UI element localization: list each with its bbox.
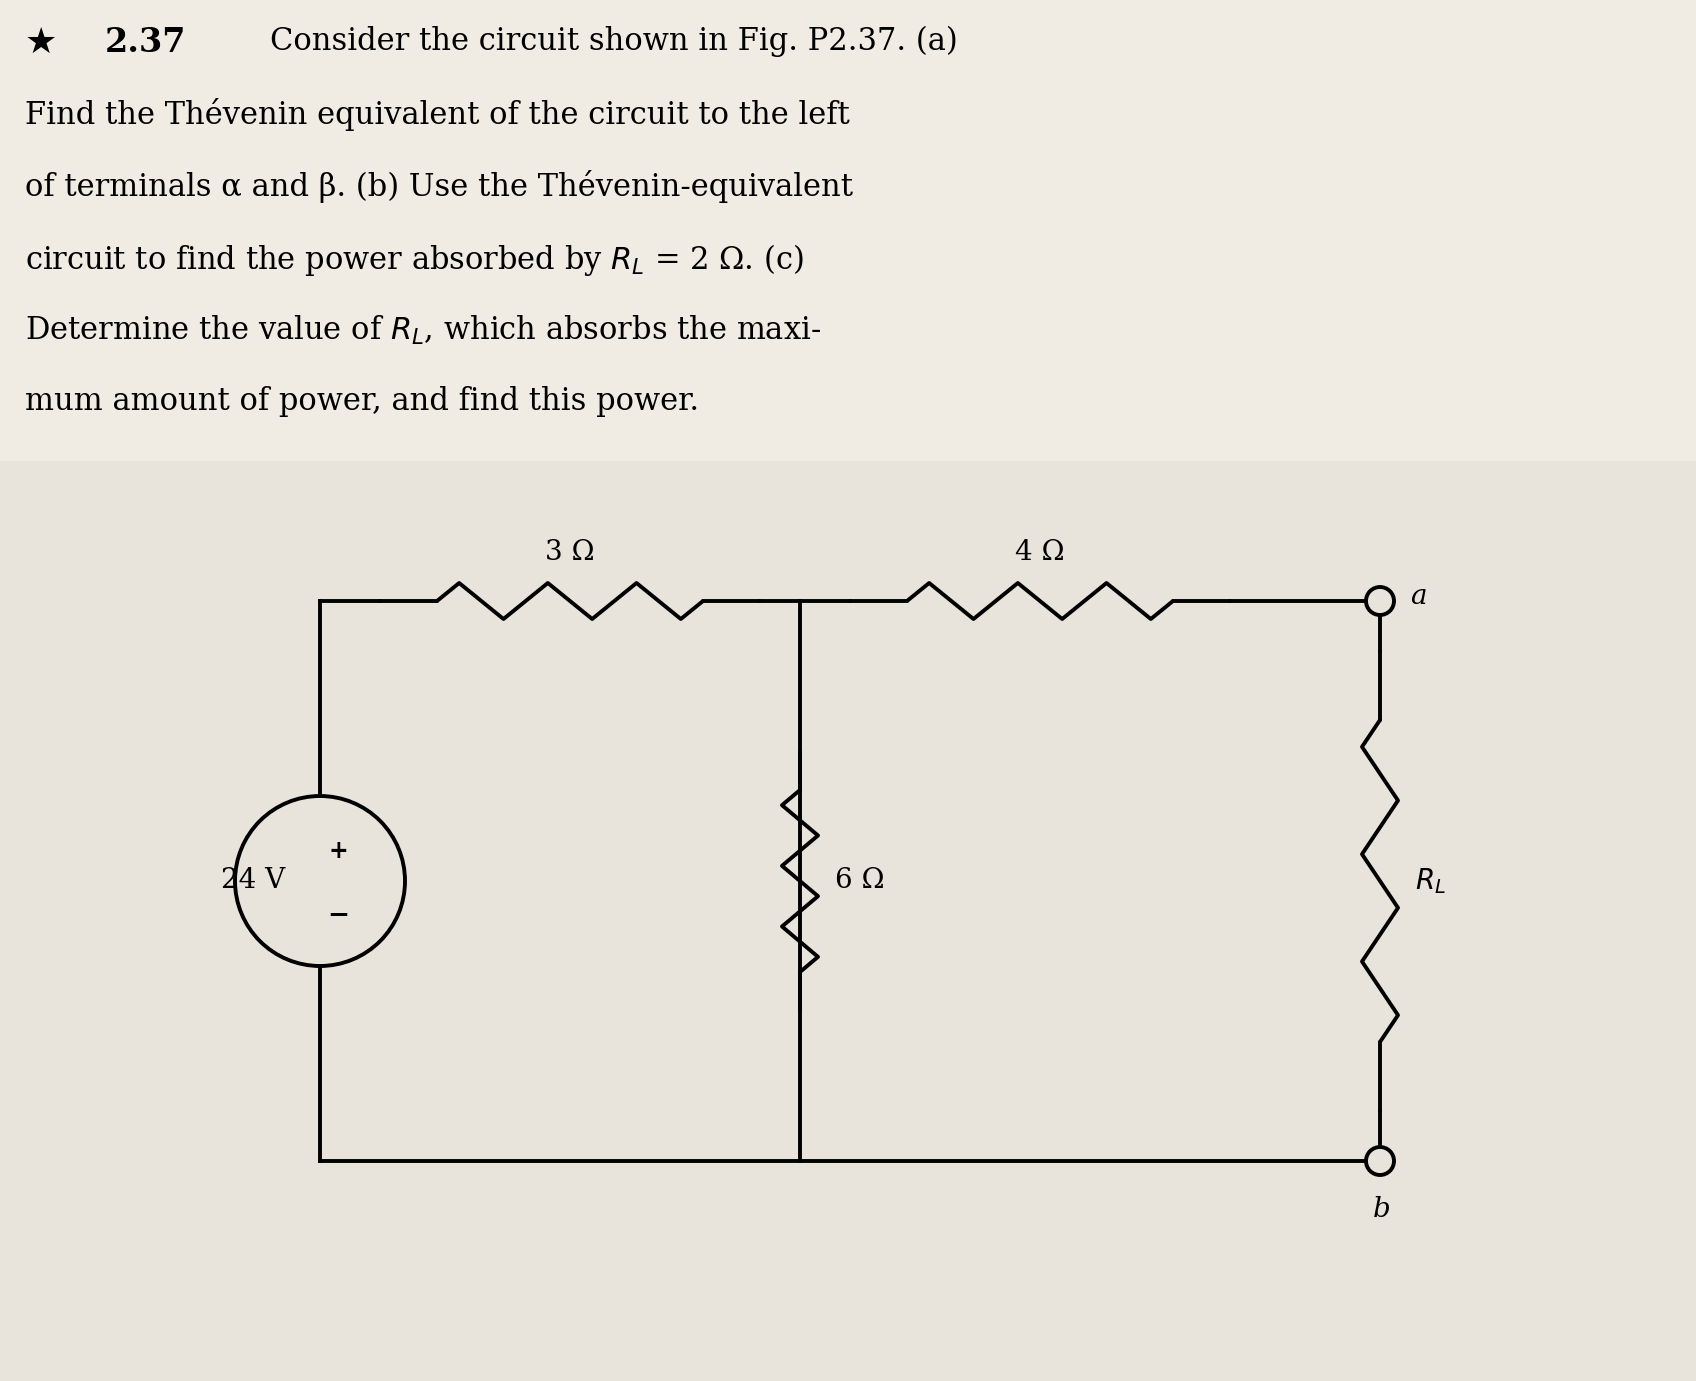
Text: circuit to find the power absorbed by $R_L$ = 2 Ω. (c): circuit to find the power absorbed by $R… [25, 242, 804, 278]
Text: Consider the circuit shown in Fig. P2.37. (a): Consider the circuit shown in Fig. P2.37… [270, 26, 958, 57]
Text: Find the Thévenin equivalent of the circuit to the left: Find the Thévenin equivalent of the circ… [25, 98, 850, 131]
Text: +: + [327, 840, 348, 863]
Text: 2.37: 2.37 [105, 26, 187, 59]
Text: 6 Ω: 6 Ω [834, 867, 885, 895]
Text: a: a [1409, 583, 1426, 609]
Circle shape [1365, 1148, 1394, 1175]
Text: −: − [327, 903, 349, 929]
Text: of terminals α and β. (b) Use the Thévenin-equivalent: of terminals α and β. (b) Use the Théven… [25, 170, 853, 203]
Circle shape [1365, 587, 1394, 615]
Text: Determine the value of $R_L$, which absorbs the maxi-: Determine the value of $R_L$, which abso… [25, 313, 821, 347]
Text: mum amount of power, and find this power.: mum amount of power, and find this power… [25, 387, 699, 417]
Text: ★: ★ [25, 26, 58, 59]
Text: 4 Ω: 4 Ω [1016, 539, 1065, 566]
Text: b: b [1374, 1196, 1391, 1224]
Text: $R_L$: $R_L$ [1414, 866, 1447, 896]
Text: 3 Ω: 3 Ω [544, 539, 595, 566]
Text: 24 V: 24 V [220, 867, 285, 895]
FancyBboxPatch shape [0, 0, 1696, 461]
